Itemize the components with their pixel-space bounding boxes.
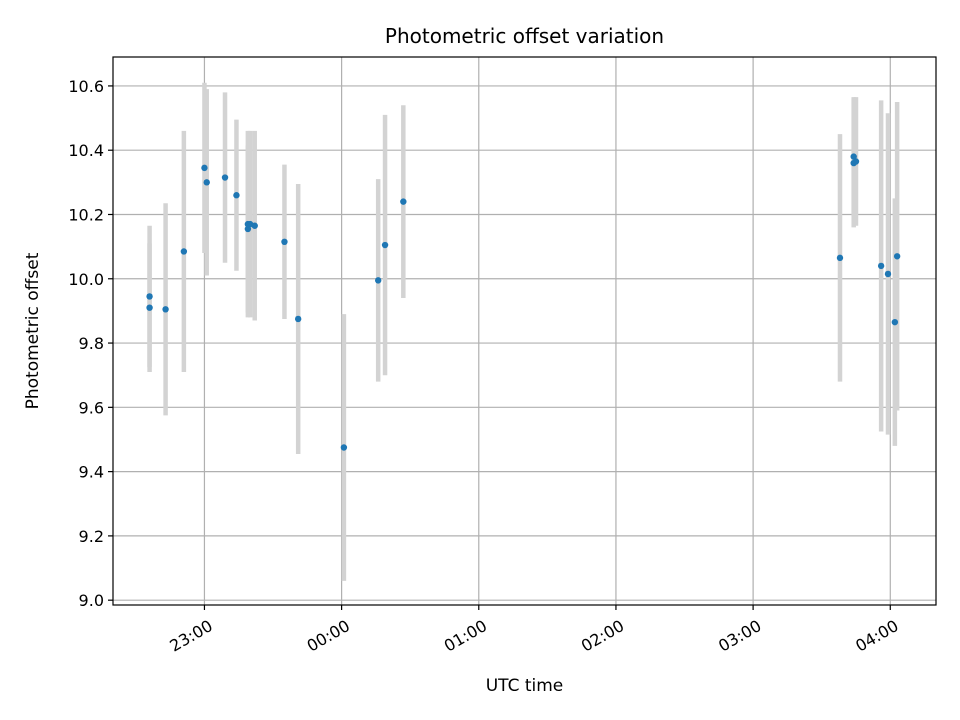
y-tick-label: 10.4 [68,141,104,160]
data-point [233,192,240,199]
x-axis-label: UTC time [486,676,564,696]
data-point [162,306,169,313]
y-axis-ticks: 9.0 9.2 9.4 9.6 9.8 10.0 10.2 10.4 10.6 [68,77,113,610]
data-point [281,238,288,246]
data-point [893,253,901,260]
data-point [146,293,153,300]
y-tick-label: 9.6 [79,398,104,417]
y-tick-label: 9.4 [79,463,104,482]
y-axis-label: Photometric offset [23,252,43,409]
y-tick-label: 9.8 [79,334,104,353]
plot-frame [112,56,937,606]
data-point [836,254,844,262]
data-point [244,225,252,233]
data-point [852,158,860,165]
y-tick-label: 10.2 [68,205,104,224]
y-tick-label: 10.0 [68,270,104,289]
y-tick-label: 10.6 [68,77,104,96]
data-point [340,444,348,451]
y-tick-label: 9.2 [79,527,104,546]
data-point [877,262,885,270]
data-point [891,318,899,326]
data-point [201,164,208,172]
data-point [221,174,229,181]
chart-title: Photometric offset variation [385,24,664,48]
data-point [884,270,892,278]
data-point [180,248,188,255]
data-point [400,198,407,205]
data-point [203,179,210,186]
data-point [251,222,258,229]
data-point [146,304,153,311]
data-point [381,241,389,249]
data-points [146,153,901,451]
y-tick-label: 9.0 [79,591,104,610]
data-point [374,277,382,284]
data-point [850,153,857,160]
data-point [294,315,302,323]
